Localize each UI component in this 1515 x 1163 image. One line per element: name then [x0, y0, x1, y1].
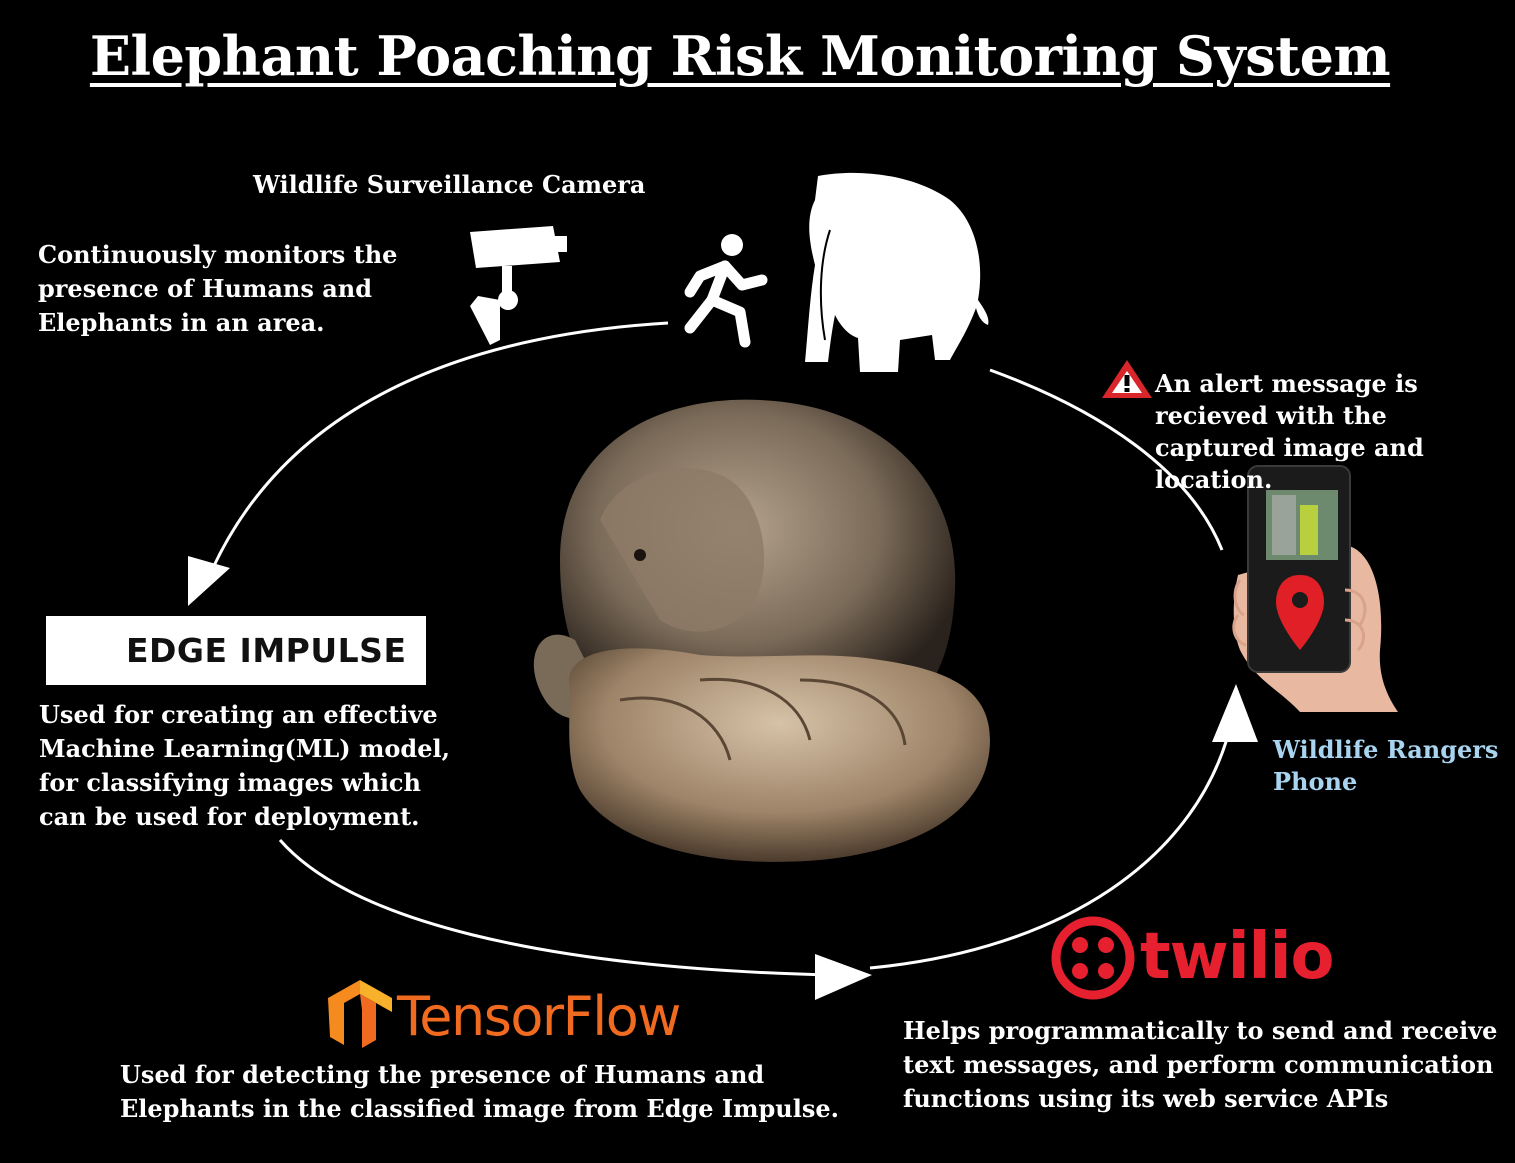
edge-impulse-logo-box: EDGE IMPULSE: [46, 616, 426, 685]
elephant-in-hands-image: [533, 399, 990, 862]
location-pin-icon: [1276, 575, 1324, 650]
page-title: Elephant Poaching Risk Monitoring System: [89, 24, 1391, 88]
elephant-icon: [805, 172, 989, 372]
edge-impulse-description: Used for creating an effective Machine L…: [39, 700, 450, 831]
flow-cycle: [210, 321, 1234, 977]
ranger-phone-label: Wildlife Rangers Phone: [1273, 735, 1499, 796]
twilio-description: Helps programmatically to send and recei…: [903, 1016, 1498, 1113]
alert-description: An alert message is recieved with the ca…: [1155, 369, 1424, 494]
twilio-logo-text: twilio: [1140, 920, 1334, 994]
phone-icon: [1232, 465, 1398, 712]
arrow-head-up: [1212, 684, 1258, 742]
twilio-logo: [1051, 916, 1135, 1000]
edge-impulse-logo-text: EDGE IMPULSE: [126, 631, 407, 670]
warning-icon: [1102, 360, 1152, 398]
flow-arc-elephant-to-phone: [989, 368, 1224, 551]
cctv-camera-icon: [470, 226, 567, 345]
camera-title: Wildlife Surveillance Camera: [253, 170, 646, 199]
camera-description: Continuously monitors the presence of Hu…: [38, 240, 398, 337]
flow-arc-edge-to-tensorflow: [278, 839, 831, 977]
tensorflow-logo: [328, 980, 392, 1048]
arrow-head-down: [188, 556, 230, 606]
running-person-icon: [684, 234, 768, 348]
tensorflow-description: Used for detecting the presence of Human…: [120, 1060, 840, 1123]
tensorflow-logo-text: TensorFlow: [397, 985, 681, 1048]
flow-arc-camera-to-edge: [210, 321, 669, 571]
arrow-head-right: [815, 954, 872, 1000]
flow-arc-tensorflow-to-phone: [869, 719, 1234, 970]
